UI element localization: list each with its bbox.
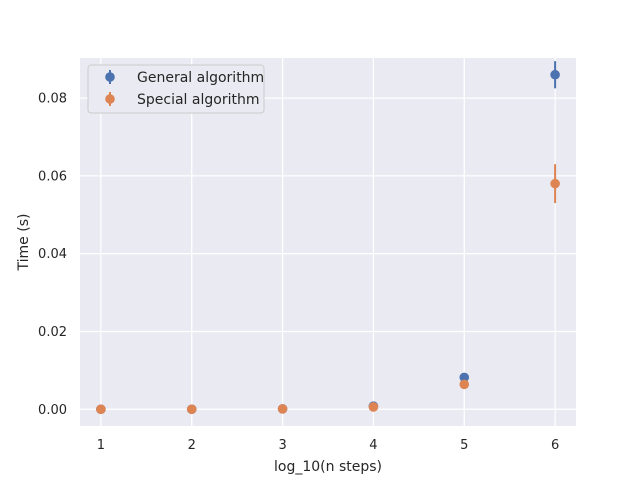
legend-marker (105, 94, 115, 104)
series-special (96, 164, 560, 415)
x-tick-label: 5 (460, 438, 468, 453)
data-series (96, 61, 560, 415)
plot-background (80, 58, 576, 426)
y-tick-label: 0.08 (38, 92, 67, 107)
data-point (96, 404, 106, 415)
legend: General algorithm Special algorithm (87, 64, 265, 114)
legend-marker (105, 72, 115, 82)
data-point (186, 404, 197, 415)
grid (80, 58, 576, 426)
x-tick-label: 4 (369, 438, 377, 453)
data-point (459, 372, 470, 383)
data-point (277, 404, 288, 414)
x-tick-label: 6 (551, 438, 559, 453)
x-tick-label: 3 (278, 438, 286, 453)
y-tick-label: 0.02 (38, 325, 67, 340)
y-tick-label: 0.06 (38, 169, 67, 184)
x-tick-label: 1 (97, 438, 105, 453)
data-point (368, 402, 379, 412)
data-point (459, 379, 470, 390)
legend-box (87, 64, 265, 114)
x-axis-label: log_10(n steps) (274, 459, 382, 475)
y-tick-label: 0.04 (38, 247, 67, 262)
data-point (550, 178, 560, 189)
y-tick-label: 0.00 (38, 403, 67, 418)
legend-label: Special algorithm (137, 92, 259, 108)
data-point (550, 69, 560, 80)
y-axis-label: Time (s) (16, 214, 32, 272)
x-tick-label: 2 (188, 438, 196, 453)
x-tick-labels: 1 2 3 4 5 6 (97, 438, 559, 453)
y-tick-labels: 0.00 0.02 0.04 0.06 0.08 (38, 92, 67, 418)
legend-label: General algorithm (137, 70, 264, 86)
